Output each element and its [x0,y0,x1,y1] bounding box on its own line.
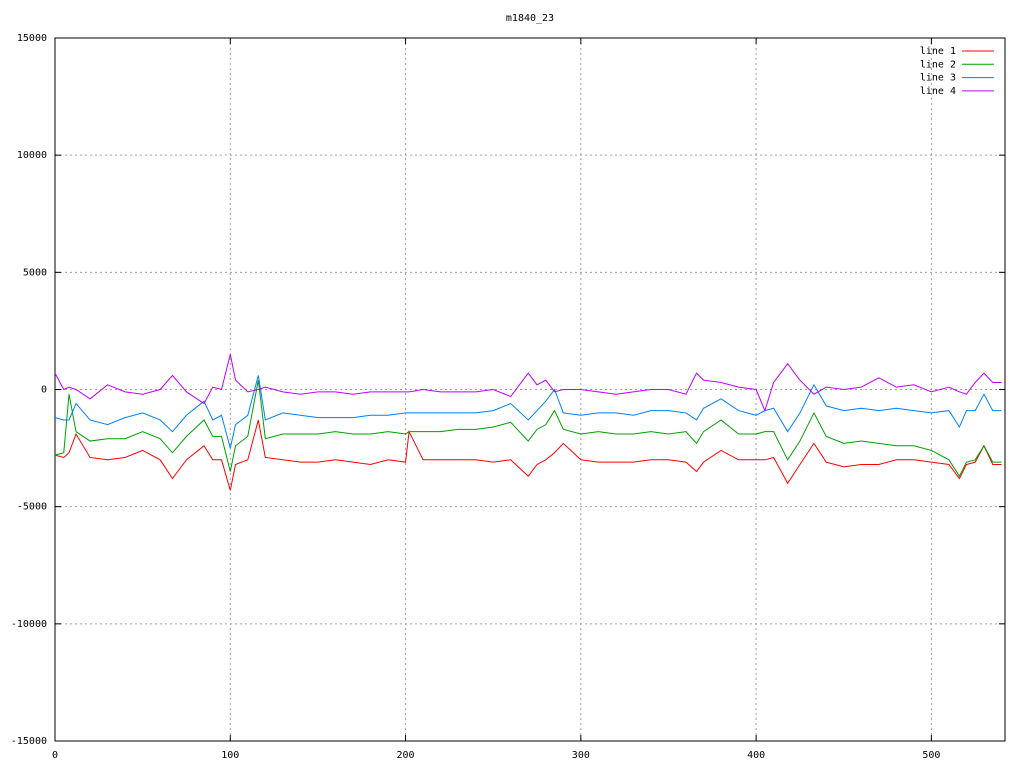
data-line [54,419,1002,491]
legend-label: line 4 [920,86,956,97]
data-line [54,354,1002,413]
y-tick-label: -10000 [11,619,47,630]
x-tick-label: 500 [922,750,940,761]
data-line [54,375,1002,449]
y-tick-label: 5000 [23,267,47,278]
legend-label: line 1 [920,46,956,57]
legend-label: line 3 [920,73,956,84]
x-tick-label: 100 [221,750,239,761]
x-tick-label: 200 [397,750,415,761]
y-tick-label: -15000 [11,736,47,747]
x-tick-label: 300 [572,750,590,761]
chart-title: m1840_23 [506,13,554,24]
x-tick-label: 0 [52,750,58,761]
plot-frame [54,37,1006,742]
legend-label: line 2 [920,59,956,70]
y-tick-label: 0 [41,385,47,396]
x-tick-label: 400 [747,750,765,761]
y-tick-label: 10000 [17,150,47,161]
y-tick-label: -5000 [17,502,47,513]
y-tick-label: 15000 [17,33,47,44]
data-line [54,380,1002,478]
